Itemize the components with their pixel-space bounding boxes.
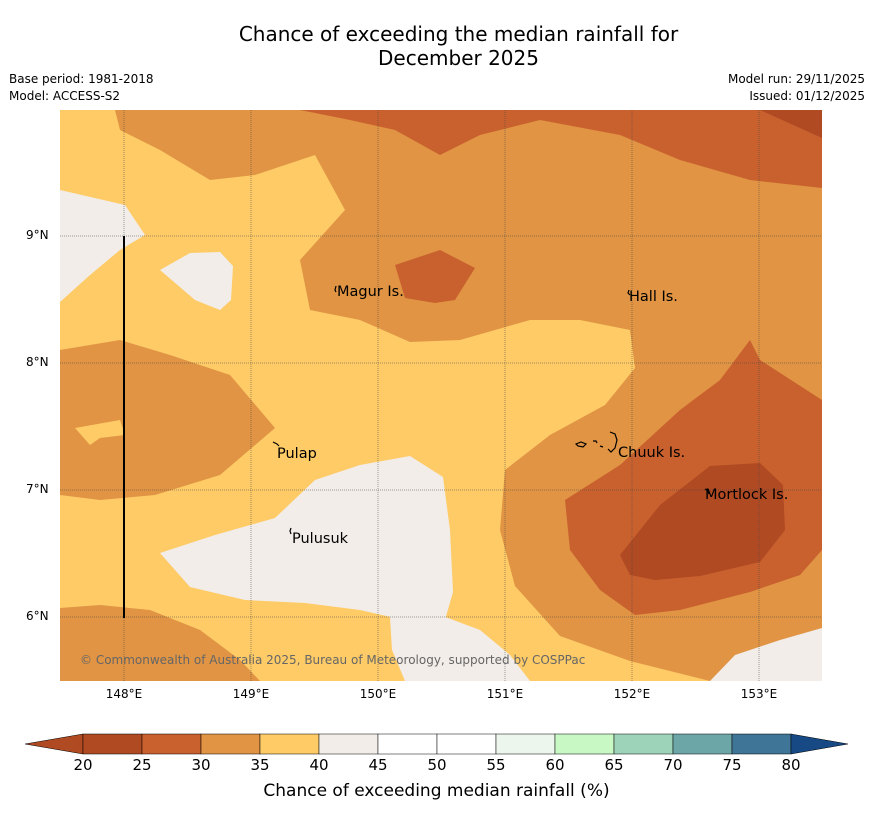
band-25-30-north [300,110,822,188]
island-outlines [272,285,710,535]
place-pulap: Pulap [277,446,317,462]
lon-label-148e: 148°E [105,687,143,701]
rainfall-map[interactable]: Magur Is. Hall Is. Pulap Chuuk Is. Mortl… [60,110,822,681]
island-hall-mark [627,289,631,296]
lon-label-152e: 152°E [613,687,651,701]
colorbar-tick-50: 50 [427,756,447,774]
colorbar-tick-35: 35 [250,756,270,774]
map-canvas [60,110,822,681]
colorbar-cells [82,733,792,755]
colorbar-extend-low [25,733,84,755]
colorbar-cell-55 [495,733,556,755]
colorbar-tick-25: 25 [132,756,152,774]
pocket-35-west [75,420,125,445]
chuuk-lagoon-2 [593,440,598,444]
chuuk-lagoon-1 [574,441,588,448]
band-40-45-south-edge [390,615,530,681]
band-30-35-west [60,340,275,500]
meta-right: Model run: 29/11/2025 Issued: 01/12/2025 [728,71,865,105]
colorbar-tick-45: 45 [368,756,388,774]
colorbar-tick-75: 75 [722,756,742,774]
colorbar-cell-40 [318,733,379,755]
band-40-45-south [160,456,453,627]
copyright-notice: © Commonwealth of Australia 2025, Bureau… [80,653,586,667]
place-mortlock: Mortlock Is. [705,487,789,503]
issued-date: Issued: 01/12/2025 [749,89,865,103]
model-name: Model: ACCESS-S2 [9,89,121,103]
colorbar-cell-50 [436,733,497,755]
colorbar-tick-40: 40 [309,756,329,774]
title-line-2: December 2025 [378,46,539,70]
colorbar-tick-55: 55 [486,756,506,774]
colorbar-tick-70: 70 [663,756,683,774]
colorbar-cell-65 [613,733,674,755]
place-hall: Hall Is. [629,289,678,305]
lon-label-149e: 149°E [232,687,270,701]
colorbar-cell-30 [200,733,261,755]
place-chuuk: Chuuk Is. [618,445,686,461]
lat-label-8n: 8°N [26,355,49,369]
colorbar-tick-65: 65 [604,756,624,774]
colorbar-tick-80: 80 [781,756,801,774]
model-run: Model run: 29/11/2025 [727,72,865,86]
colorbar-tick-20: 20 [73,756,93,774]
band-30-35-southwest [60,605,260,681]
band-40-45-southeast [710,628,822,681]
colorbar-cell-75 [731,733,792,755]
colorbar-cell-60 [554,733,615,755]
colorbar-label: Chance of exceeding median rainfall (%) [263,781,610,801]
base-period: Base period: 1981-2018 [9,72,154,86]
colorbar-cell-35 [259,733,320,755]
meta-left: Base period: 1981-2018 Model: ACCESS-S2 [9,71,154,105]
colorbar-extend-high [790,733,849,755]
lat-label-9n: 9°N [26,228,49,242]
colorbar-cell-25 [141,733,202,755]
colorbar-tick-30: 30 [191,756,211,774]
lon-label-153e: 153°E [740,687,778,701]
island-magur-mark [334,285,337,293]
island-pulusuk-mark [289,527,292,535]
chart-title: Chance of exceeding the median rainfall … [0,22,873,70]
band-25-30-central [395,250,475,303]
colorbar [25,733,849,755]
place-magur: Magur Is. [337,284,404,300]
lon-label-150e: 150°E [359,687,397,701]
chuuk-lagoon-4 [607,431,618,453]
colorbar-tick-60: 60 [545,756,565,774]
colorbar-cell-20 [82,733,143,755]
lon-label-151e: 151°E [486,687,524,701]
band-20-25-core [620,463,785,580]
band-20-25-corner [760,110,822,138]
band-40-45-pocket [160,252,233,310]
lat-label-6n: 6°N [26,609,49,623]
chuuk-lagoon-3 [599,445,604,448]
place-pulusuk: Pulusuk [292,531,349,547]
island-pulap-mark [272,441,280,447]
island-mortlock-mark [704,488,710,495]
lat-label-7n: 7°N [26,482,49,496]
colorbar-cell-45 [377,733,438,755]
graticule [60,110,822,681]
title-line-1: Chance of exceeding the median rainfall … [238,22,679,46]
colorbar-cell-70 [672,733,733,755]
